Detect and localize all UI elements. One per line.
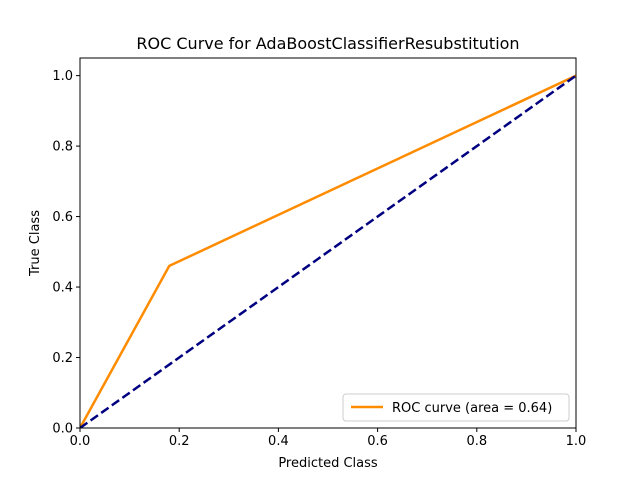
x-tick-label: 0.2 xyxy=(169,434,190,449)
plot-area xyxy=(80,74,576,428)
roc-curve-line xyxy=(80,74,576,428)
y-tick-label: 0.4 xyxy=(52,281,73,296)
x-tick-label: 0.6 xyxy=(367,434,388,449)
x-axis-label: Predicted Class xyxy=(278,456,378,471)
chart-title: ROC Curve for AdaBoostClassifierResubsti… xyxy=(136,34,519,53)
y-tick-label: 0.0 xyxy=(52,422,73,437)
x-tick-label: 0.0 xyxy=(70,434,91,449)
legend: ROC curve (area = 0.64) xyxy=(342,393,570,422)
x-tick-label: 1.0 xyxy=(566,434,587,449)
x-axis-ticks: 0.0 0.2 0.4 0.6 0.8 1.0 xyxy=(70,428,587,449)
y-tick-label: 0.6 xyxy=(52,210,73,225)
x-tick-label: 0.8 xyxy=(466,434,487,449)
y-axis-ticks: 0.0 0.2 0.4 0.6 0.8 1.0 xyxy=(52,69,80,437)
legend-label-roc: ROC curve (area = 0.64) xyxy=(392,401,552,416)
y-axis-label: True Class xyxy=(28,210,43,277)
y-tick-label: 0.2 xyxy=(52,351,73,366)
x-tick-label: 0.4 xyxy=(268,434,289,449)
y-tick-label: 0.8 xyxy=(52,140,73,155)
y-tick-label: 1.0 xyxy=(52,69,73,84)
axes-frame xyxy=(79,57,577,429)
chance-diagonal-line xyxy=(80,74,576,428)
legend-box xyxy=(342,393,570,422)
